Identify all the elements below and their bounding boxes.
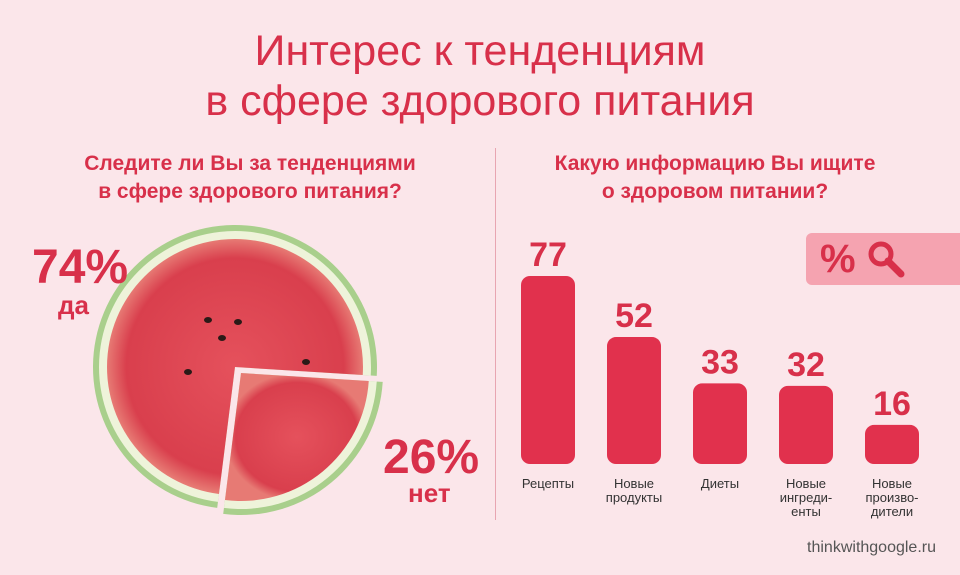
bar-chart: 77Рецепты52Новыепродукты33Диеты32Новыеин…: [521, 236, 919, 519]
pie-slice-yes: [92, 224, 377, 508]
bar-category-label: Диеты: [701, 476, 739, 491]
bar: [521, 276, 575, 464]
right-question-line-2: о здоровом питании?: [601, 180, 829, 203]
bar-category-label: енты: [791, 504, 821, 519]
left-question-line-1: Следите ли Вы за тенденциями: [84, 152, 416, 175]
bar-category-label: Новые: [786, 476, 826, 491]
search-badge: %: [806, 233, 960, 285]
source-credit: thinkwithgoogle.ru: [807, 539, 936, 556]
yes-percent: 74%: [32, 241, 129, 294]
bar-category-label: дители: [871, 504, 913, 519]
left-question-line-2: в сфере здорового питания?: [98, 180, 402, 203]
bar: [607, 337, 661, 464]
bar-value-label: 16: [873, 385, 911, 423]
page-title: Интерес к тенденциям в сфере здорового п…: [0, 26, 960, 126]
seed: [302, 359, 310, 365]
bar-value-label: 32: [787, 346, 825, 384]
bar-value-label: 33: [701, 343, 739, 381]
title-line-2: в сфере здорового питания: [205, 77, 755, 125]
watermelon-pie-chart: [92, 224, 383, 515]
right-question: Какую информацию Вы ищите о здоровом пит…: [505, 150, 925, 206]
bar-category-label: Новые: [614, 476, 654, 491]
title-line-1: Интерес к тенденциям: [254, 27, 706, 75]
bar: [779, 385, 833, 464]
yes-label: да: [58, 290, 89, 320]
bar-value-label: 77: [529, 236, 567, 274]
right-question-line-1: Какую информацию Вы ищите: [554, 152, 876, 175]
bar-value-label: 52: [615, 297, 653, 335]
bar-category-label: ингреди-: [780, 490, 833, 505]
bar: [693, 383, 747, 464]
pie-slice-no: [223, 373, 383, 515]
seed: [234, 319, 242, 325]
magnifier-icon: [868, 241, 905, 278]
seed: [184, 369, 192, 375]
section-divider: [495, 148, 496, 520]
no-percent: 26%: [383, 431, 480, 484]
seed: [204, 317, 212, 323]
bar-category-label: произво-: [865, 490, 918, 505]
bar-category-label: Рецепты: [522, 476, 574, 491]
bar-category-label: Новые: [872, 476, 912, 491]
left-question: Следите ли Вы за тенденциями в сфере здо…: [30, 150, 470, 206]
no-label: нет: [408, 478, 451, 508]
bar-category-label: продукты: [606, 490, 662, 505]
bar: [865, 424, 919, 464]
percent-icon: %: [820, 237, 856, 281]
seed: [218, 335, 226, 341]
